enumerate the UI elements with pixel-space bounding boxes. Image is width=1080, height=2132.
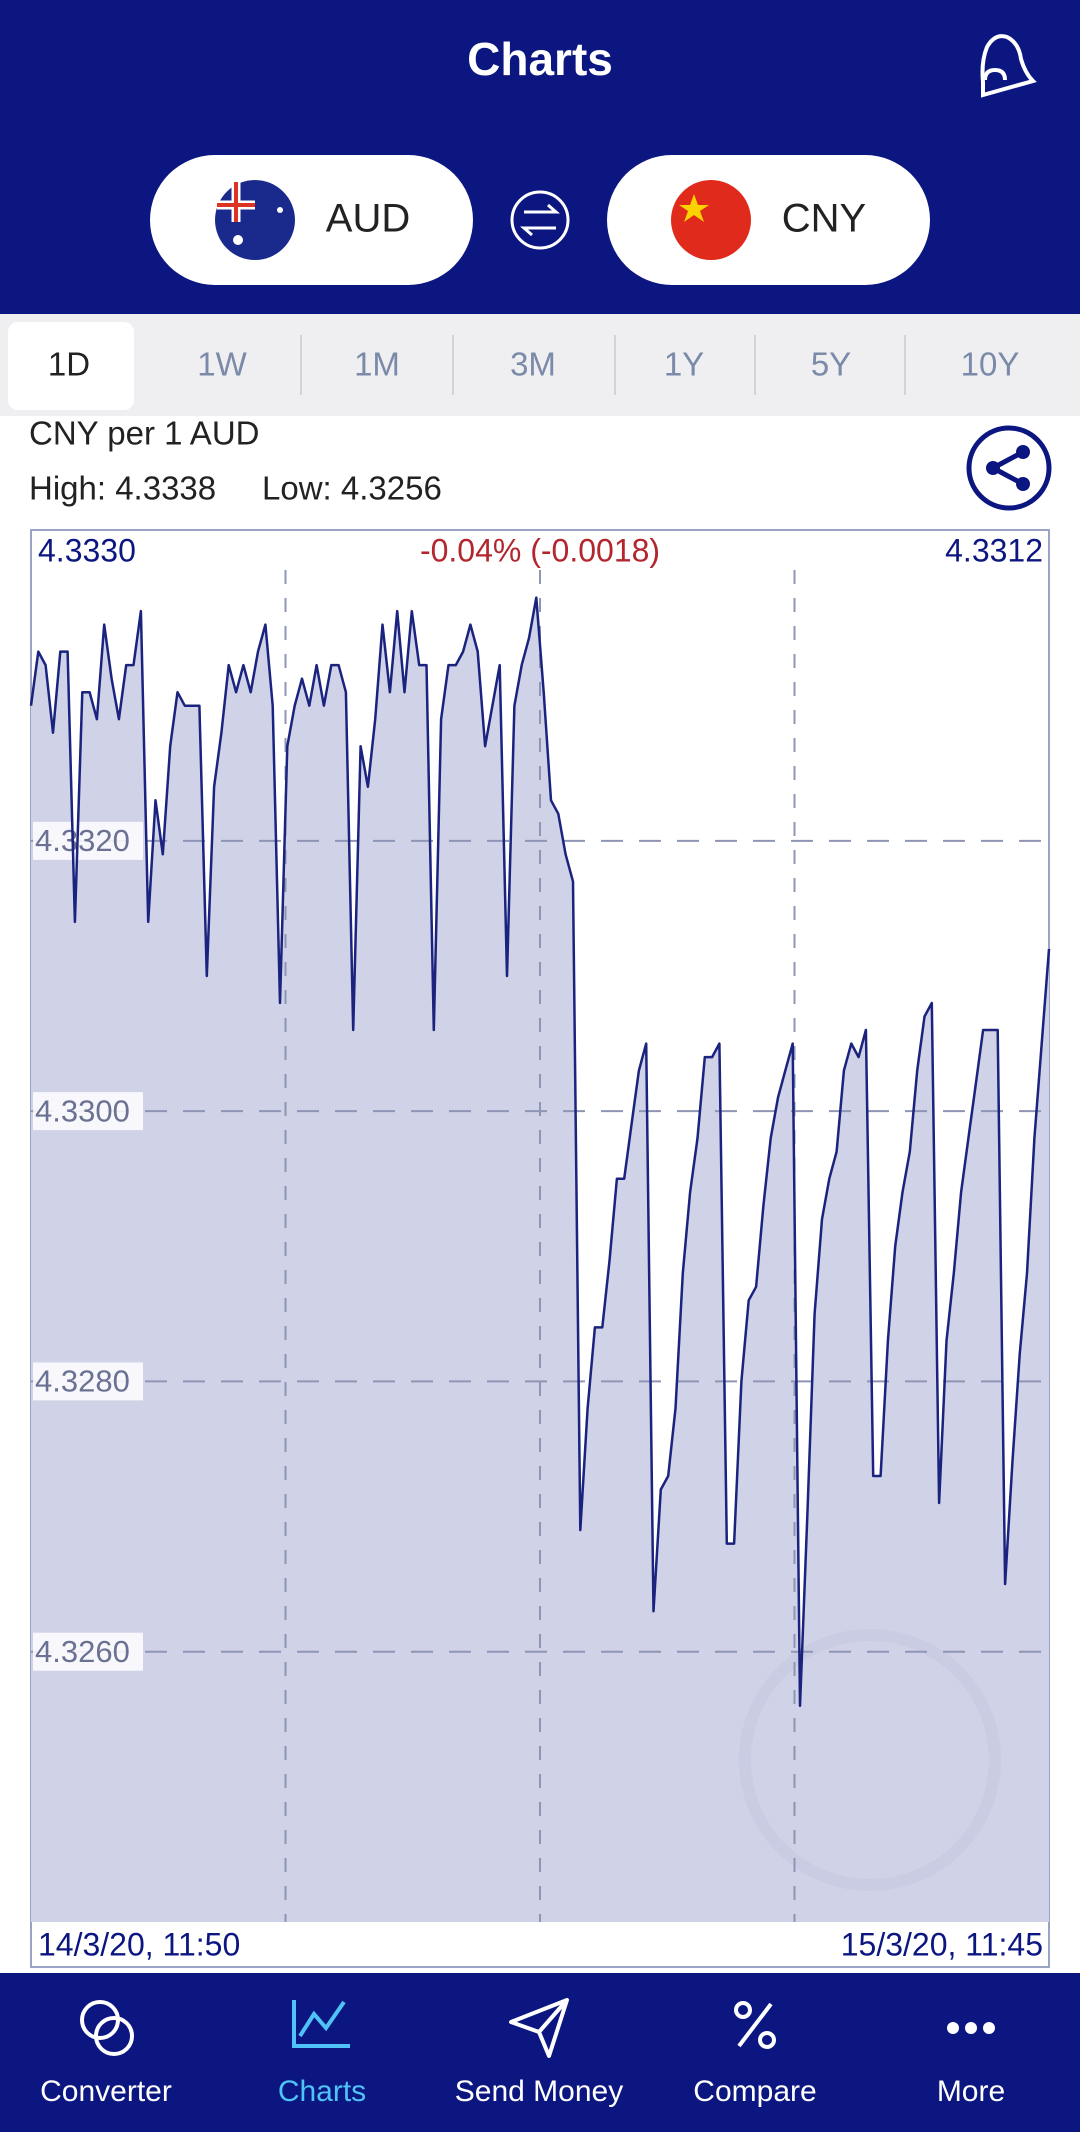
nav-bg [0,1973,1080,2132]
bell-icon[interactable] [980,34,1037,98]
nav-icon [292,2000,350,2048]
swap-arrows [520,203,560,237]
high-label: High: 4.3338 [29,470,216,507]
nav-icon [947,2022,995,2034]
flag-cn [671,180,751,260]
low-label: Low: 4.3256 [262,470,442,507]
nav-icon-part [758,2031,776,2049]
y-tick-label: 4.3320 [35,823,130,858]
nav-icon-part [734,2001,752,2019]
swap-button[interactable] [510,190,570,250]
tab-label: 1M [354,346,400,383]
nav-label: Compare [693,2075,816,2108]
tab-label: 3M [510,346,556,383]
range-tab[interactable]: 1Y [664,346,704,383]
quote-currency-button[interactable]: CNY [607,155,930,285]
x-label-strip [32,1922,1048,1966]
pill [607,155,930,285]
nav-icon-part [947,2022,959,2034]
base-currency-button[interactable]: AUD [150,155,473,285]
chart: 4.3320 4.3300 4.3280 4.3260 4.3330 -0.04% (-0… [29,529,1051,1968]
nav-item[interactable]: Charts [278,2000,366,2108]
range-tab[interactable]: 5Y [811,346,851,383]
close-label: 4.3312 [945,532,1043,568]
tab-label: 5Y [811,346,851,383]
tab-label: 1D [48,346,90,383]
nav-label: Charts [278,2075,366,2108]
y-tick-label: 4.3280 [35,1364,130,1399]
range-tab[interactable]: 3M [510,346,556,383]
nav-item[interactable]: Converter [40,2000,172,2108]
nav-icon-part [509,1998,569,2058]
share-circle [966,425,1052,511]
flag-au [215,180,295,260]
nav-icon-part [737,2002,773,2048]
line [29,596,1051,1708]
nav-item[interactable]: Send Money [455,1998,623,2108]
share-dot [1016,445,1030,459]
swap-circle [510,190,570,250]
nav-item[interactable]: More [937,2022,1005,2108]
nav-icon-part [94,2016,134,2056]
tab-label: 1W [197,346,247,383]
x-tick-label: 14/3/20, 11:50 [38,1926,240,1962]
y-tick-bg [33,1362,143,1401]
tab-label: 10Y [961,346,1020,383]
nav-icon-part [965,2022,977,2034]
range-tab[interactable]: 10Y [961,346,1020,383]
range-tab[interactable]: 1M [354,346,400,383]
nav-icon [80,2000,134,2056]
share-dot [986,461,1000,475]
base-code: AUD [326,197,410,241]
y-tick-bg [33,1632,143,1671]
x-tick-label: 15/3/20, 11:45 [841,1926,1043,1962]
share-dot [1016,477,1030,491]
range-tabs: 1D 1W 1M 3M 1Y 5Y 10Y [8,322,1019,410]
flag-cross-red [217,182,255,222]
pill [150,155,473,285]
quote-code: CNY [782,197,866,241]
nav-item[interactable]: Compare [693,2001,817,2108]
share-button[interactable] [966,425,1052,511]
y-tick-bg [33,1092,143,1131]
nav-icon [509,1998,569,2058]
y-tick-label: 4.3300 [35,1093,130,1128]
nav-icon-part [292,2000,350,2048]
tabs-bg [0,314,1080,416]
header-title: Charts [467,33,613,85]
open-label: 4.3330 [38,532,136,568]
y-tick-label: 4.3260 [35,1634,130,1669]
change-label: -0.04% (-0.0018) [420,532,660,568]
nav-label: Converter [40,2075,172,2108]
flag-star [233,235,243,245]
watermark [739,1629,1001,1891]
nav-label: More [937,2075,1005,2108]
range-tab[interactable]: 1D [8,322,134,410]
pair-label: CNY per 1 AUD [29,415,259,452]
nav-label: Send Money [455,2075,623,2108]
nav-icon-part [983,2022,995,2034]
tab-label: 1Y [664,346,704,383]
y-tick-bg [33,821,143,860]
nav-icon [734,2001,776,2049]
tab-selected-bg [8,322,134,410]
range-tab[interactable]: 1W [197,346,247,383]
flag-star [277,207,283,213]
bottom-nav: Converter Charts Send Money Compare More [40,1998,1005,2108]
flag-star [679,194,709,222]
